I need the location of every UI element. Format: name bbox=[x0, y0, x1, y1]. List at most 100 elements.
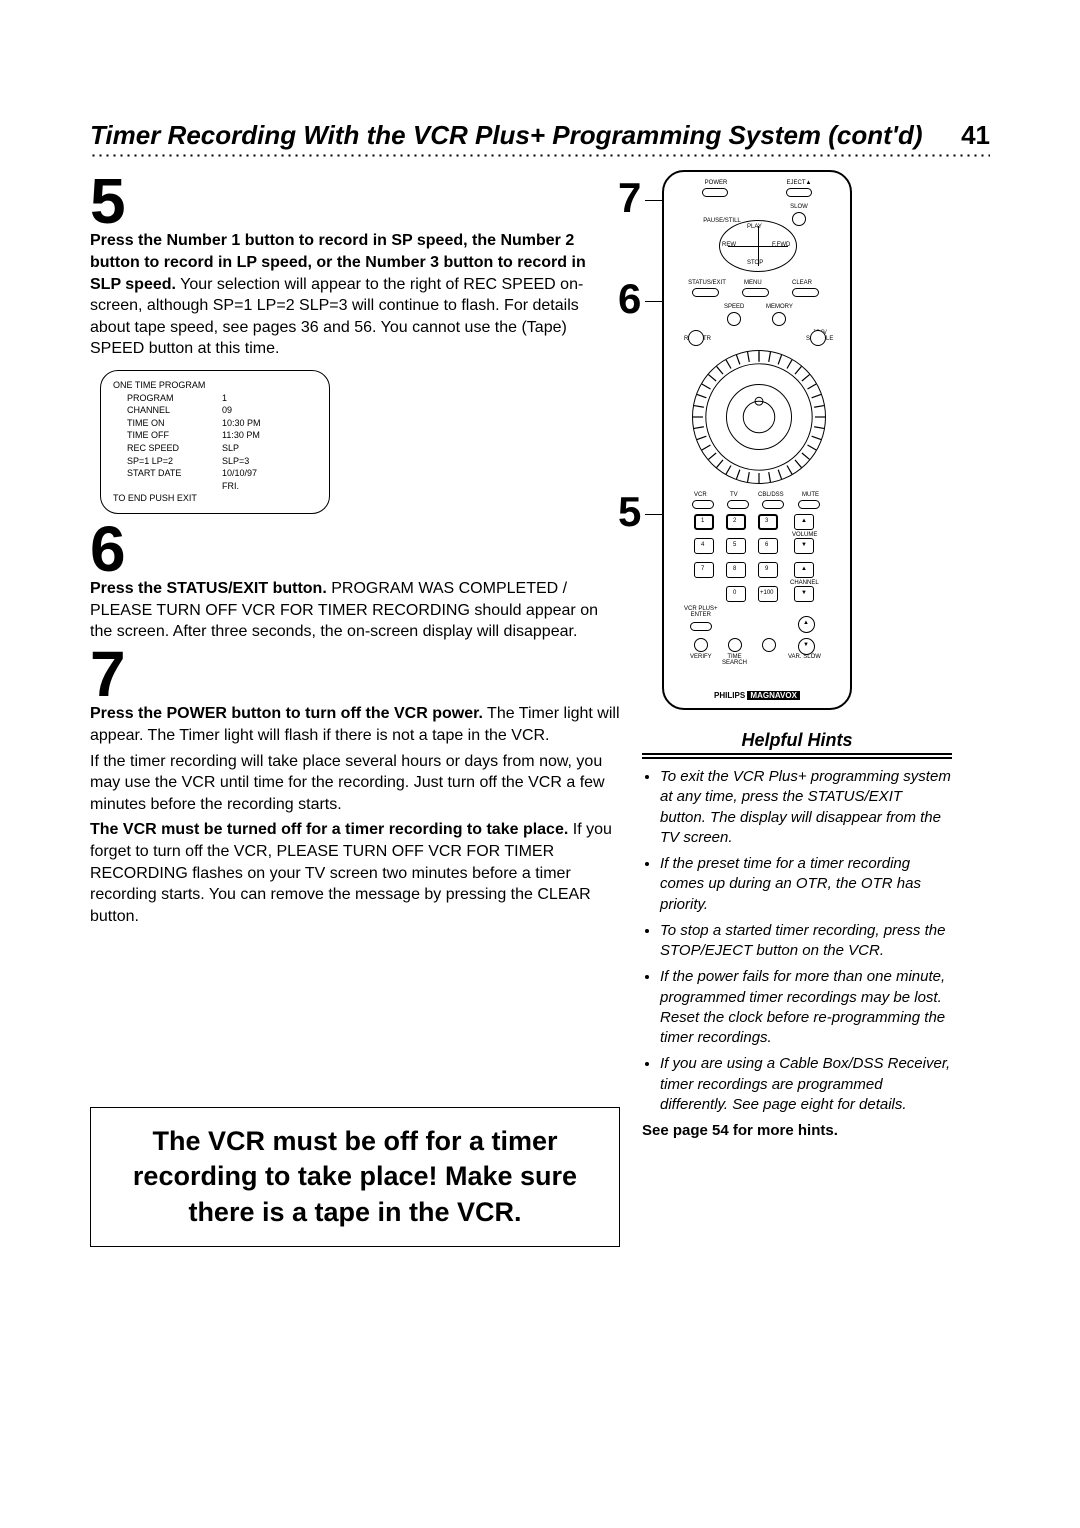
osd-v: 10/10/97 bbox=[222, 467, 257, 480]
num3-label: 3 bbox=[765, 518, 768, 524]
step5-text: Press the Number 1 button to record in S… bbox=[90, 230, 620, 360]
callout-box: The VCR must be off for a timer recordin… bbox=[90, 1107, 620, 1246]
mute-label: MUTE bbox=[802, 492, 819, 498]
step6-number: 6 bbox=[90, 522, 620, 576]
osd-k: START DATE bbox=[127, 467, 222, 480]
ch-up-button: ▲ bbox=[794, 562, 814, 578]
osd-k: CHANNEL bbox=[127, 404, 222, 417]
osd-header: ONE TIME PROGRAM bbox=[113, 379, 317, 392]
tv-label: TV bbox=[730, 492, 738, 498]
memory-button bbox=[772, 312, 786, 326]
osd-v: SLP bbox=[222, 442, 239, 455]
pointer-5: 5 bbox=[618, 488, 641, 536]
clear-label: CLEAR bbox=[792, 280, 812, 286]
hint-item: If you are using a Cable Box/DSS Receive… bbox=[660, 1054, 952, 1115]
recotr-button bbox=[688, 330, 704, 346]
brand-magnavox: MAGNAVOX bbox=[747, 691, 800, 700]
hint-item: To exit the VCR Plus+ programming system… bbox=[660, 767, 952, 848]
num1-label: 1 bbox=[701, 518, 704, 524]
eject-label: EJECT▲ bbox=[782, 180, 816, 186]
jog-ticks-overlay-icon bbox=[692, 350, 826, 484]
num8-label: 8 bbox=[733, 566, 736, 572]
vcrplus-label: VCR PLUS+ ENTER bbox=[684, 606, 718, 618]
osd-v: FRI. bbox=[222, 480, 239, 493]
osd-k bbox=[127, 480, 222, 493]
osd-v: SLP=3 bbox=[222, 455, 249, 468]
memory-label: MEMORY bbox=[766, 304, 793, 310]
verify-button bbox=[694, 638, 708, 652]
osd-k: PROGRAM bbox=[127, 392, 222, 405]
page-number: 41 bbox=[961, 120, 990, 151]
num4-label: 4 bbox=[701, 542, 704, 548]
brand-philips: PHILIPS bbox=[714, 691, 745, 700]
speed-button bbox=[727, 312, 741, 326]
step7-p1: Press the POWER button to turn off the V… bbox=[90, 703, 620, 746]
menu-button bbox=[742, 288, 769, 297]
hints-see-more: See page 54 for more hints. bbox=[642, 1121, 952, 1141]
osd-v: 09 bbox=[222, 404, 232, 417]
num100-label: +100 bbox=[760, 590, 774, 596]
num7-label: 7 bbox=[701, 566, 704, 572]
right-column: 7 6 5 POWER EJECT▲ SLOW PAUSE/STILL bbox=[642, 170, 952, 1247]
timesearch-label: TIME SEARCH bbox=[722, 654, 747, 666]
step7-p3-bold: The VCR must be turned off for a timer r… bbox=[90, 821, 568, 838]
cbl-button bbox=[762, 500, 784, 509]
hint-item: If the preset time for a timer recording… bbox=[660, 854, 952, 915]
remote-diagram: POWER EJECT▲ SLOW PAUSE/STILL PLAY REW F… bbox=[662, 170, 852, 710]
pointer-7: 7 bbox=[618, 174, 641, 222]
rew-label: REW bbox=[722, 242, 736, 248]
vcr-label: VCR bbox=[694, 492, 707, 498]
varslow-up-button: ▲ bbox=[798, 616, 815, 633]
status-exit-button bbox=[692, 288, 719, 297]
osd-footer: TO END PUSH EXIT bbox=[113, 492, 317, 505]
play-label: PLAY bbox=[747, 224, 762, 230]
vcr-button bbox=[692, 500, 714, 509]
blank-button1 bbox=[762, 638, 776, 652]
num9-label: 9 bbox=[765, 566, 768, 572]
slow-label: SLOW bbox=[786, 204, 812, 210]
vcrplus-button bbox=[690, 622, 712, 631]
timesearch-button bbox=[728, 638, 742, 652]
step7-number: 7 bbox=[90, 647, 620, 701]
speed-label: SPEED bbox=[724, 304, 744, 310]
clear-button bbox=[792, 288, 819, 297]
on-screen-display: ONE TIME PROGRAM PROGRAM1 CHANNEL09 TIME… bbox=[100, 370, 330, 514]
hints-title: Helpful Hints bbox=[642, 730, 952, 751]
osd-k: TIME ON bbox=[127, 417, 222, 430]
tv-button bbox=[727, 500, 749, 509]
hints-body: To exit the VCR Plus+ programming system… bbox=[642, 767, 952, 1141]
vol-down-button: ▼ bbox=[794, 538, 814, 554]
osd-v: 10:30 PM bbox=[222, 417, 261, 430]
eject-button bbox=[786, 188, 812, 197]
vol-up-button: ▲ bbox=[794, 514, 814, 530]
menu-label: MENU bbox=[744, 280, 762, 286]
ffwd-label: F.FWD bbox=[772, 242, 790, 248]
num6-label: 6 bbox=[765, 542, 768, 548]
num0-label: 0 bbox=[733, 590, 736, 596]
dotted-rule bbox=[90, 153, 990, 158]
page-title: Timer Recording With the VCR Plus+ Progr… bbox=[90, 120, 990, 151]
ch-down-button: ▼ bbox=[794, 586, 814, 602]
step7-p1-bold: Press the POWER button to turn off the V… bbox=[90, 705, 483, 722]
verify-label: VERIFY bbox=[690, 654, 712, 660]
pointer-6: 6 bbox=[618, 275, 641, 323]
left-column: 5 Press the Number 1 button to record in… bbox=[90, 170, 620, 1247]
step6-text: Press the STATUS/EXIT button. PROGRAM WA… bbox=[90, 578, 620, 643]
step5-number: 5 bbox=[90, 174, 620, 228]
slow-button bbox=[792, 212, 806, 226]
num2-label: 2 bbox=[733, 518, 736, 524]
hint-item: If the power fails for more than one min… bbox=[660, 967, 952, 1048]
status-label: STATUS/EXIT bbox=[687, 280, 727, 286]
mute-button bbox=[798, 500, 820, 509]
stop-label: STOP bbox=[747, 260, 763, 266]
power-label: POWER bbox=[701, 180, 731, 186]
osd-k: TIME OFF bbox=[127, 429, 222, 442]
osd-v: 11:30 PM bbox=[222, 429, 260, 442]
num5-label: 5 bbox=[733, 542, 736, 548]
heading-text: Timer Recording With the VCR Plus+ Progr… bbox=[90, 120, 923, 151]
brand-label: PHILIPS MAGNAVOX bbox=[664, 691, 850, 700]
jog-button bbox=[810, 330, 826, 346]
cbl-label: CBL/DSS bbox=[758, 492, 784, 498]
varslow-down-button: ▼ bbox=[798, 638, 815, 655]
hints-rule bbox=[642, 753, 952, 759]
